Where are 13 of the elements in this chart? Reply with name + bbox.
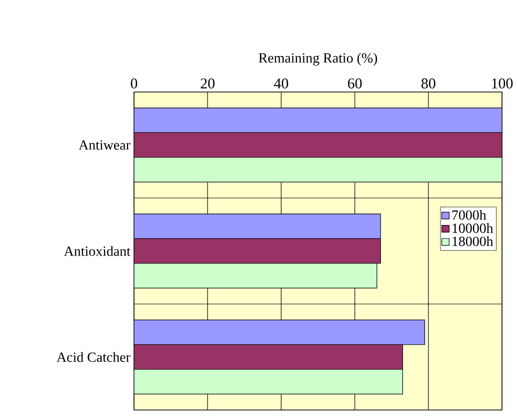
y-tick-label: Acid Catcher bbox=[56, 352, 130, 362]
legend-label: 10000h bbox=[452, 223, 494, 233]
x-tick-label: 40 bbox=[274, 78, 288, 88]
x-tick-label: 20 bbox=[200, 78, 215, 88]
y-tick-label: Antioxidant bbox=[64, 246, 130, 256]
legend-label: 7000h bbox=[452, 210, 486, 220]
x-tick-label: 100 bbox=[492, 78, 513, 88]
x-tick-label: 80 bbox=[421, 78, 436, 88]
legend-label: 18000h bbox=[452, 236, 494, 246]
x-axis-title: Remaining Ratio (%) bbox=[258, 52, 378, 66]
x-tick-label: 60 bbox=[348, 78, 362, 88]
x-tick-label: 0 bbox=[130, 78, 138, 88]
y-tick-label: Antiwear bbox=[78, 140, 130, 150]
